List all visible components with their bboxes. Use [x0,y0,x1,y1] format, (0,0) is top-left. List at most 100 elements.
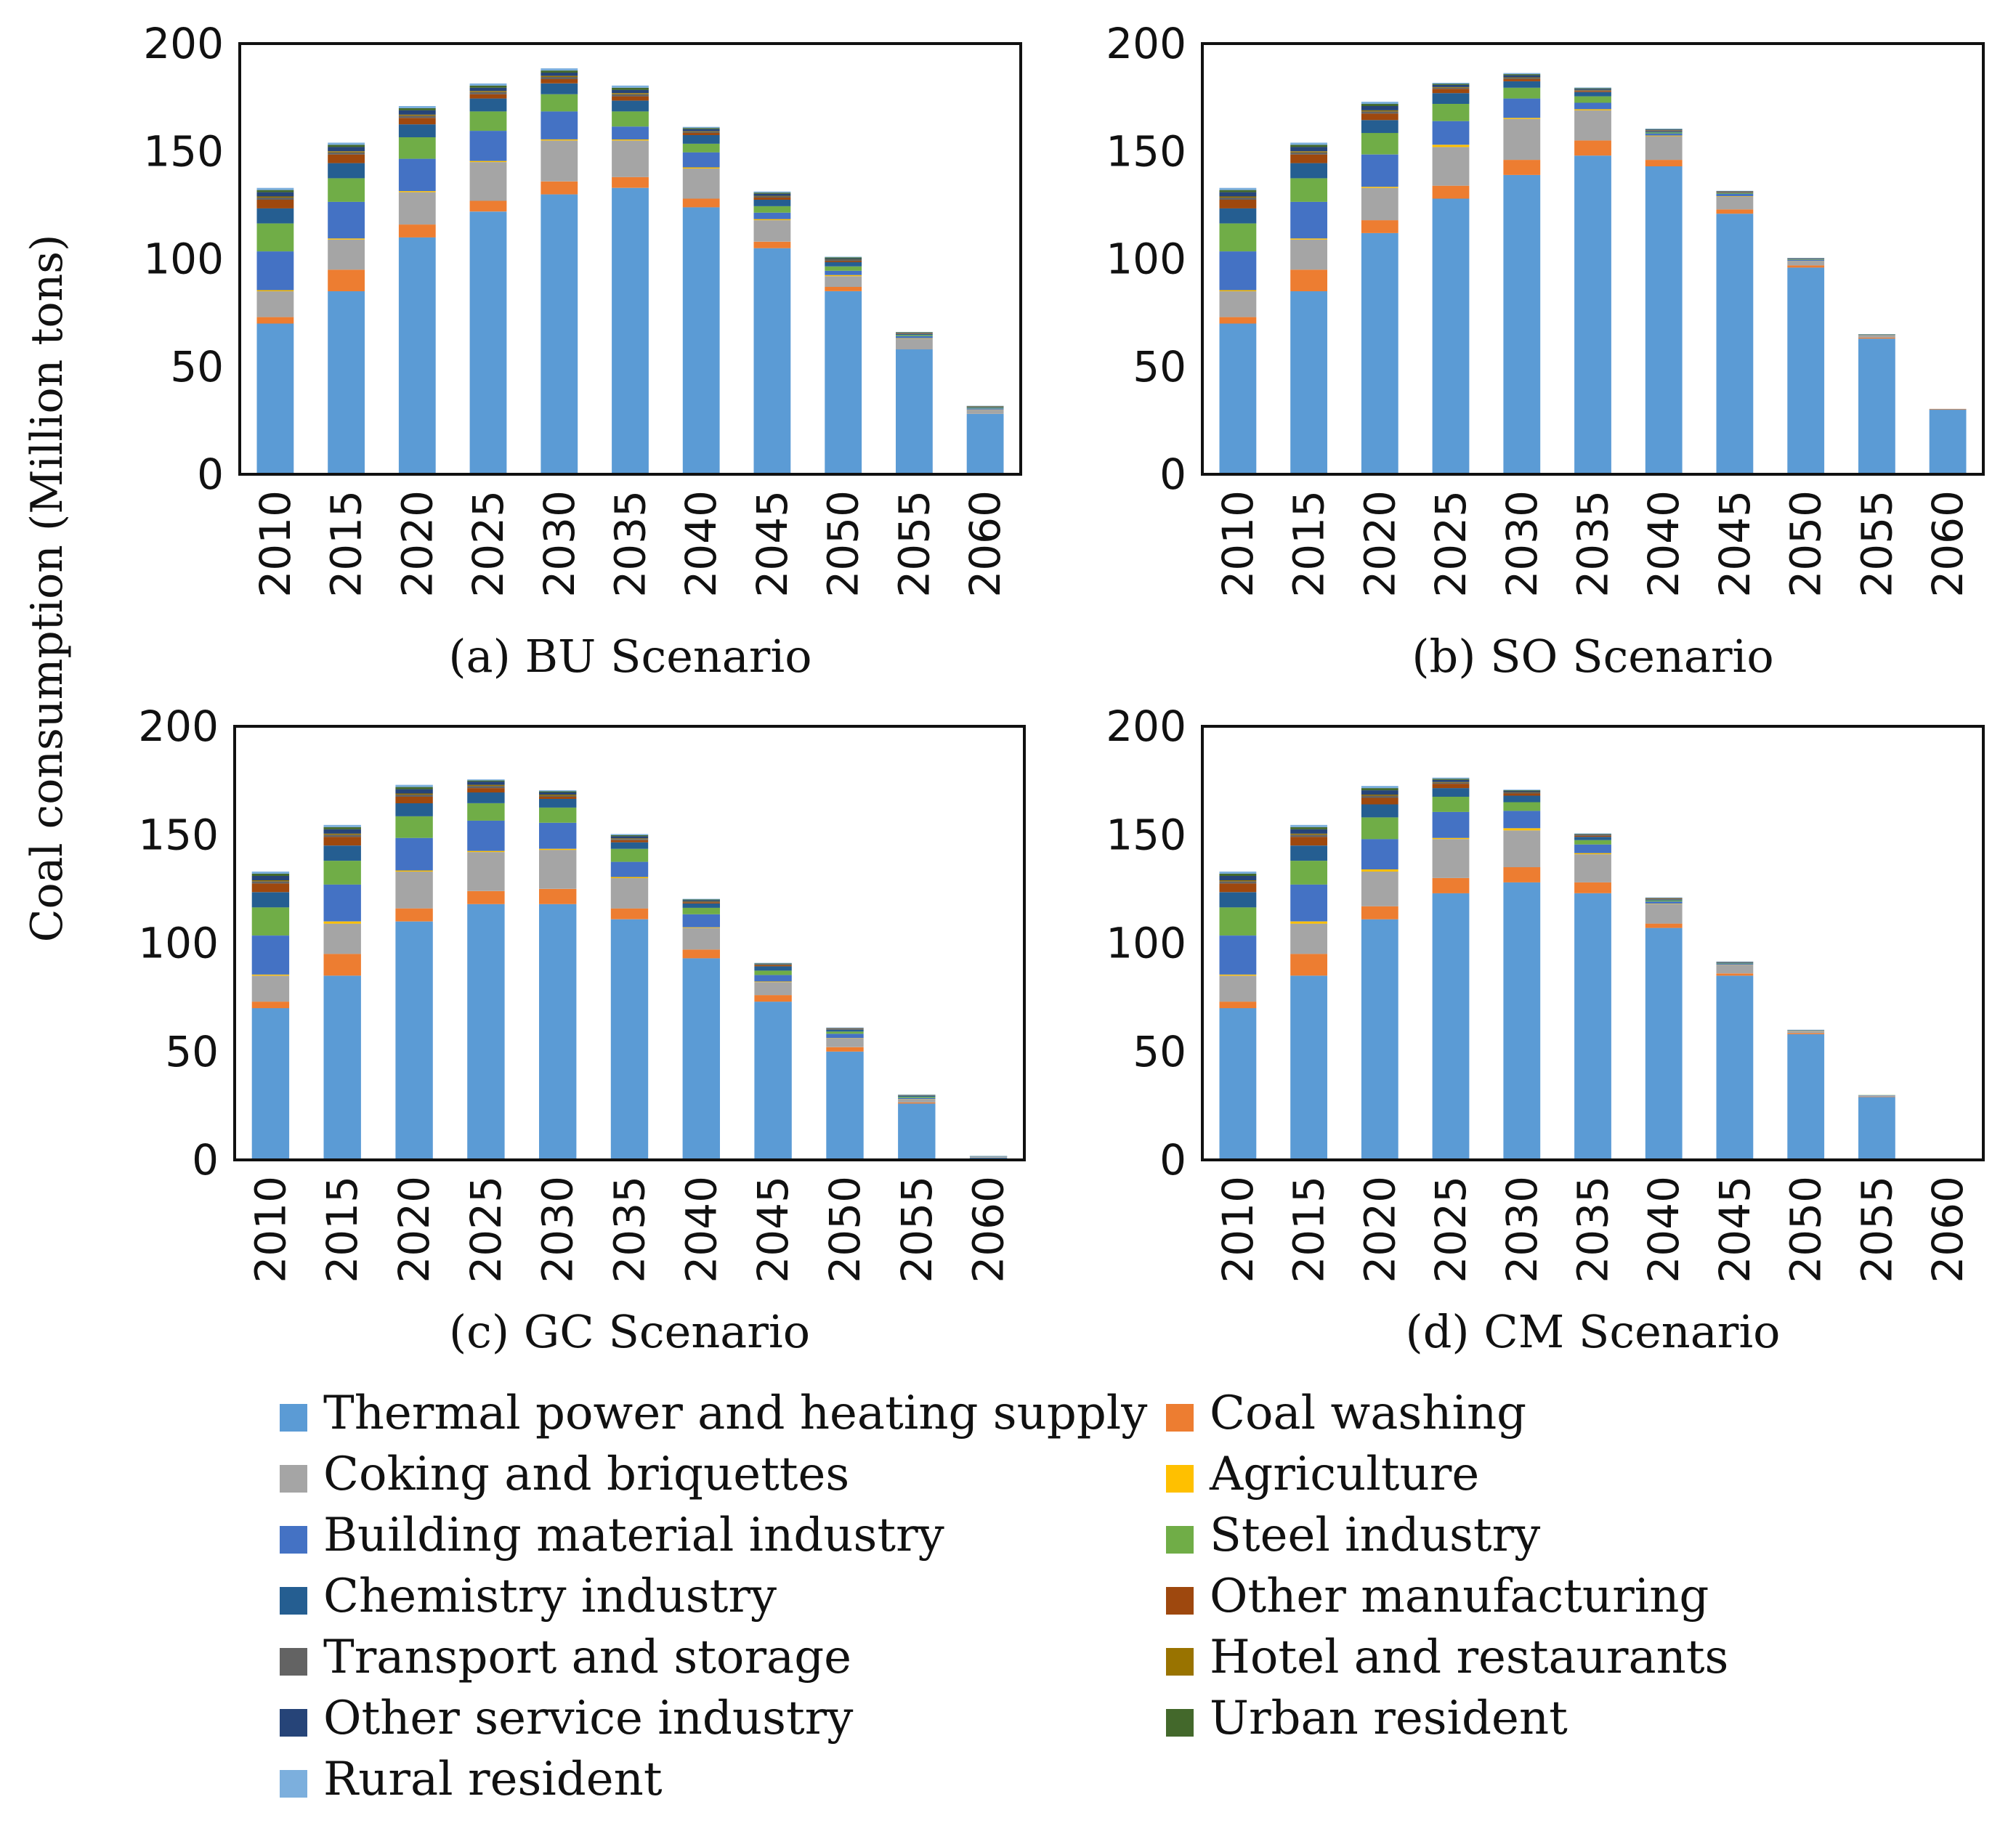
panel-3: 0 50 100 150 200 2010 2015 2020 2025 2030 2035 2040… [138,702,1026,1358]
bar-segment [825,256,862,258]
bar-segment [1290,145,1327,147]
bar-segment [467,820,505,851]
bar-stack-2040 [682,126,720,474]
y-tick-label: 50 [170,342,224,391]
bar-stack-2055 [1858,334,1895,474]
bar-segment [1219,251,1257,291]
bar-segment [1219,187,1257,190]
bar-segment [612,176,649,188]
x-tick-label: 2045 [1710,490,1760,598]
bar-stack-2035 [1574,833,1611,1160]
legend-item: Hotel and restaurants [1166,1631,1728,1684]
bar-segment [610,835,649,837]
bar-segment [1503,802,1541,811]
bar-segment [1361,795,1398,798]
bar-segment [1290,923,1327,954]
bar-segment [610,834,649,835]
bar-segment [467,852,505,891]
bar-segment [1716,191,1754,192]
bar-segment [754,966,792,971]
bar-segment [825,275,862,277]
bar-segment [1290,239,1327,270]
bar-segment [1716,196,1754,210]
bar-segment [754,963,792,965]
bar-segment [896,336,933,338]
y-tick-label: 0 [1159,450,1186,499]
x-tick-label: 2040 [676,1176,726,1283]
bar-stack-2060 [966,405,1004,474]
bar-segment [1716,192,1754,193]
bar-segment [1503,830,1541,867]
bar-segment [1361,839,1398,869]
bar-segment [323,861,361,885]
bar-segment [1858,338,1895,474]
bar-stack-2045 [753,191,791,474]
bar-segment [1503,74,1541,76]
bar-segment [1645,160,1683,166]
y-tick-label: 0 [1159,1135,1186,1185]
bar-segment [1432,784,1470,789]
bar-segment [323,827,361,829]
panel-title: (a) BU Scenario [448,630,811,683]
bar-segment [1574,140,1611,156]
bar-segment [610,908,649,920]
bar-segment [754,962,792,964]
plot-frame [233,725,1026,1161]
bar-segment [825,287,862,291]
bar-segment [896,338,933,349]
x-tick-label: 2055 [892,1176,942,1283]
bar-segment [256,196,294,198]
bar-segment [1361,788,1398,791]
bar-segment [682,900,720,901]
bar-segment [612,187,649,474]
bar-segment [1290,954,1327,976]
legend-item: Steel industry [1166,1509,1540,1562]
bar-segment [1716,962,1754,963]
bar-segment [1361,869,1398,872]
bar-segment [1432,84,1470,85]
bar-segment [539,822,577,849]
x-tick-label: 2035 [1568,490,1618,598]
bar-segment [469,98,507,112]
bar-segment [1290,238,1327,240]
x-tick-label: 2020 [1355,1176,1404,1283]
bar-segment [541,68,578,71]
bar-segment [1574,882,1611,893]
bar-segment [1574,102,1611,110]
bar-segment [1503,118,1541,119]
bar-segment [1574,87,1611,89]
bar-segment [826,1051,864,1161]
bar-segment [469,85,507,88]
legend-item: Rural resident [280,1753,663,1806]
bar-stack-2030 [539,790,577,1160]
bar-segment [682,129,720,131]
legend-swatch [1166,1526,1194,1554]
bar-stack-2045 [1716,190,1754,474]
bar-segment [610,877,649,878]
x-tick-label: 2045 [748,490,797,598]
bar-segment [1290,835,1327,837]
bar-segment [1787,1033,1825,1034]
bar-segment [754,975,792,982]
bar-segment [539,807,577,823]
legend-label: Agriculture [1209,1448,1479,1501]
bar-segment [1219,892,1257,908]
legend-label: Coal washing [1210,1387,1526,1440]
bar-segment [966,407,1004,409]
bar-segment [1361,102,1398,105]
x-tick-label: 2060 [964,1176,1013,1283]
legend-label: Other manufacturing [1210,1570,1709,1623]
bar-segment [398,114,436,116]
bar-segment [896,338,933,339]
bar-segment [539,790,577,792]
legend-label: Other service industry [323,1692,853,1745]
y-tick-label: 200 [143,19,224,68]
bar-segment [1432,83,1470,84]
panel-1: 0 50 100 150 200 2010 2015 2020 2025 2030 2035 2040… [143,19,1022,683]
bar-segment [1432,87,1470,89]
x-tick-label: 2055 [1852,490,1901,598]
bar-segment [1219,200,1257,208]
bar-segment [1219,208,1257,224]
bar-segment [256,208,294,224]
bar-segment [328,201,365,239]
